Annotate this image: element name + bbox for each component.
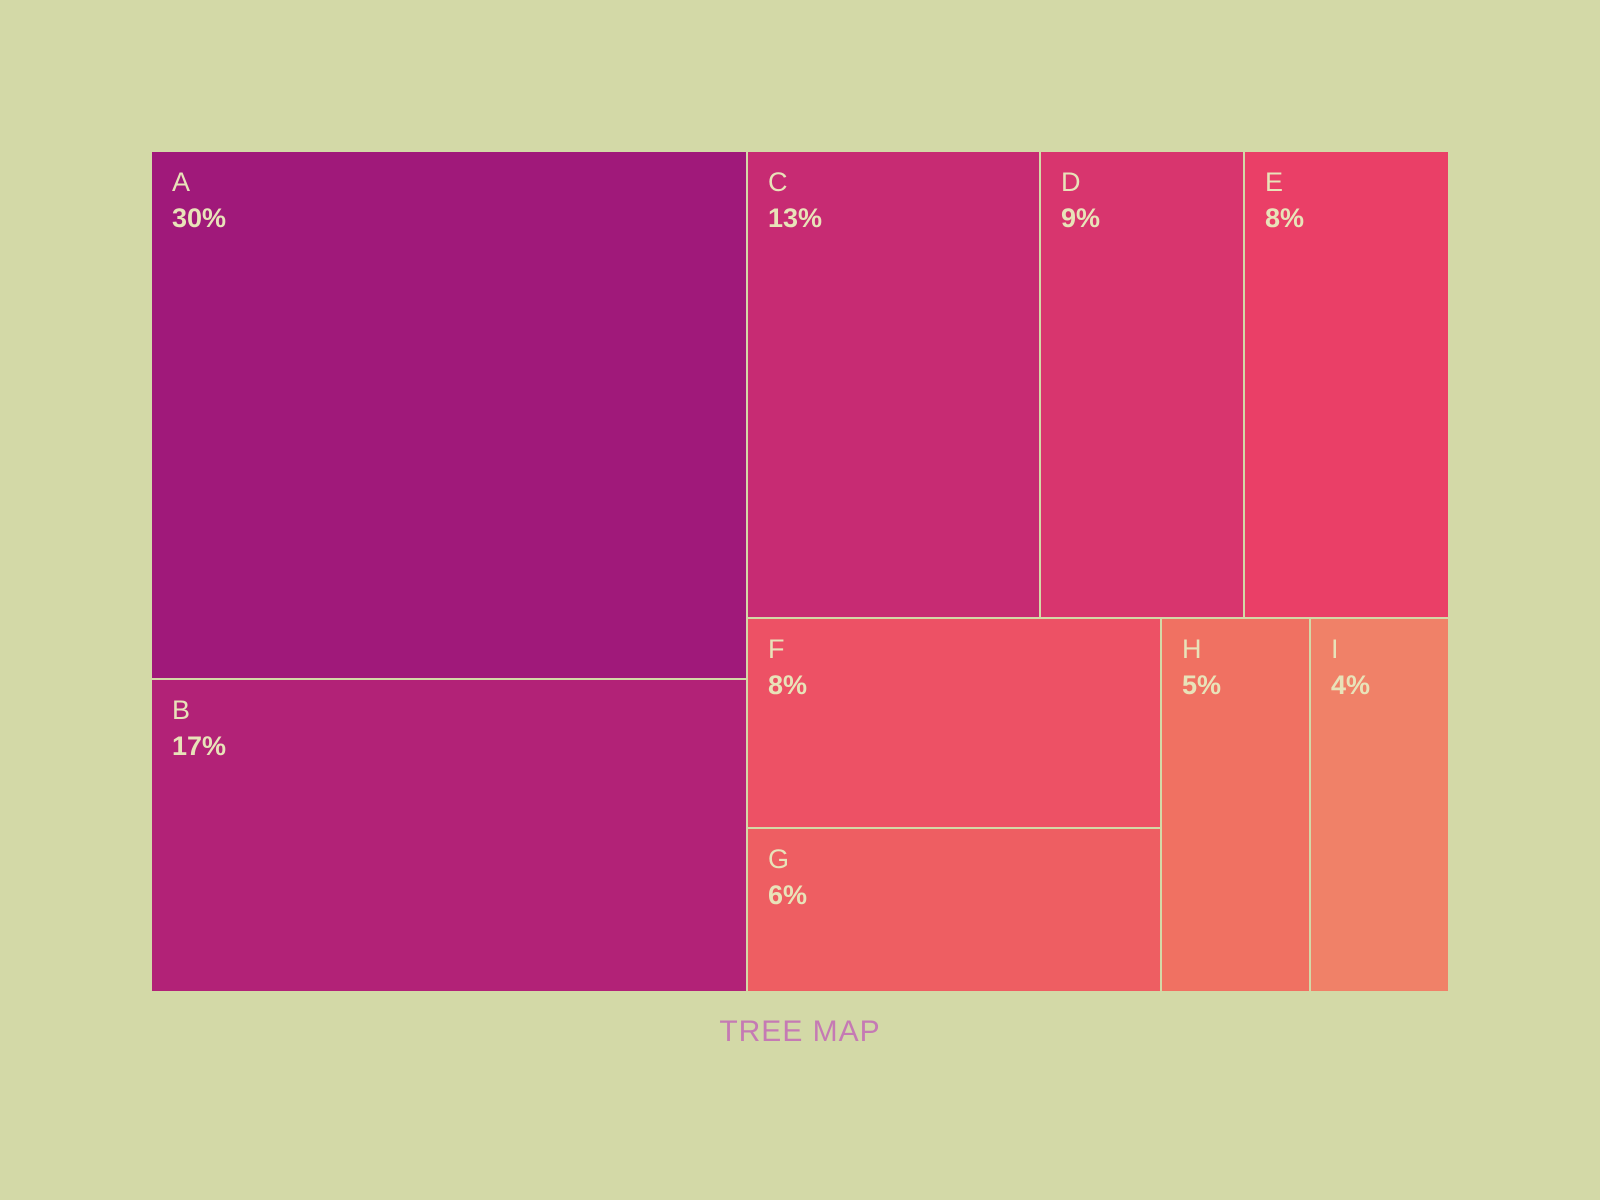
tile-name-label: A bbox=[172, 167, 191, 197]
treemap-tile-c: C 13% bbox=[746, 150, 1041, 619]
tile-name-label: E bbox=[1265, 167, 1284, 197]
tile-value-label: 5% bbox=[1182, 670, 1222, 700]
treemap-tile-b: B 17% bbox=[150, 678, 748, 993]
tile-value-label: 4% bbox=[1331, 670, 1371, 700]
tile-name-label: D bbox=[1061, 167, 1081, 197]
chart-title: TREE MAP bbox=[719, 1015, 881, 1048]
treemap-tile-e: E 8% bbox=[1243, 150, 1450, 619]
tile-value-label: 6% bbox=[768, 880, 808, 910]
treemap-tile-g: G 6% bbox=[746, 827, 1162, 993]
tile-name-label: I bbox=[1331, 634, 1339, 664]
tile-name-label: G bbox=[768, 844, 790, 874]
treemap-tile-h: H 5% bbox=[1160, 617, 1311, 993]
treemap-tile-f: F 8% bbox=[746, 617, 1162, 829]
treemap-tile-d: D 9% bbox=[1039, 150, 1245, 619]
tile-name-label: H bbox=[1182, 634, 1202, 664]
tile-value-label: 17% bbox=[172, 731, 227, 761]
tile-value-label: 9% bbox=[1061, 203, 1101, 233]
tile-value-label: 30% bbox=[172, 203, 227, 233]
tile-value-label: 8% bbox=[1265, 203, 1305, 233]
tile-name-label: F bbox=[768, 634, 785, 664]
treemap-tile-a: A 30% bbox=[150, 150, 748, 680]
tile-value-label: 13% bbox=[768, 203, 823, 233]
tile-name-label: B bbox=[172, 695, 191, 725]
tile-value-label: 8% bbox=[768, 670, 808, 700]
treemap-tile-i: I 4% bbox=[1309, 617, 1450, 993]
treemap-chart: A 30% B 17% C 13% D 9% E 8% F 8% G 6% H 5% I 4% bbox=[150, 150, 1450, 993]
tile-name-label: C bbox=[768, 167, 788, 197]
